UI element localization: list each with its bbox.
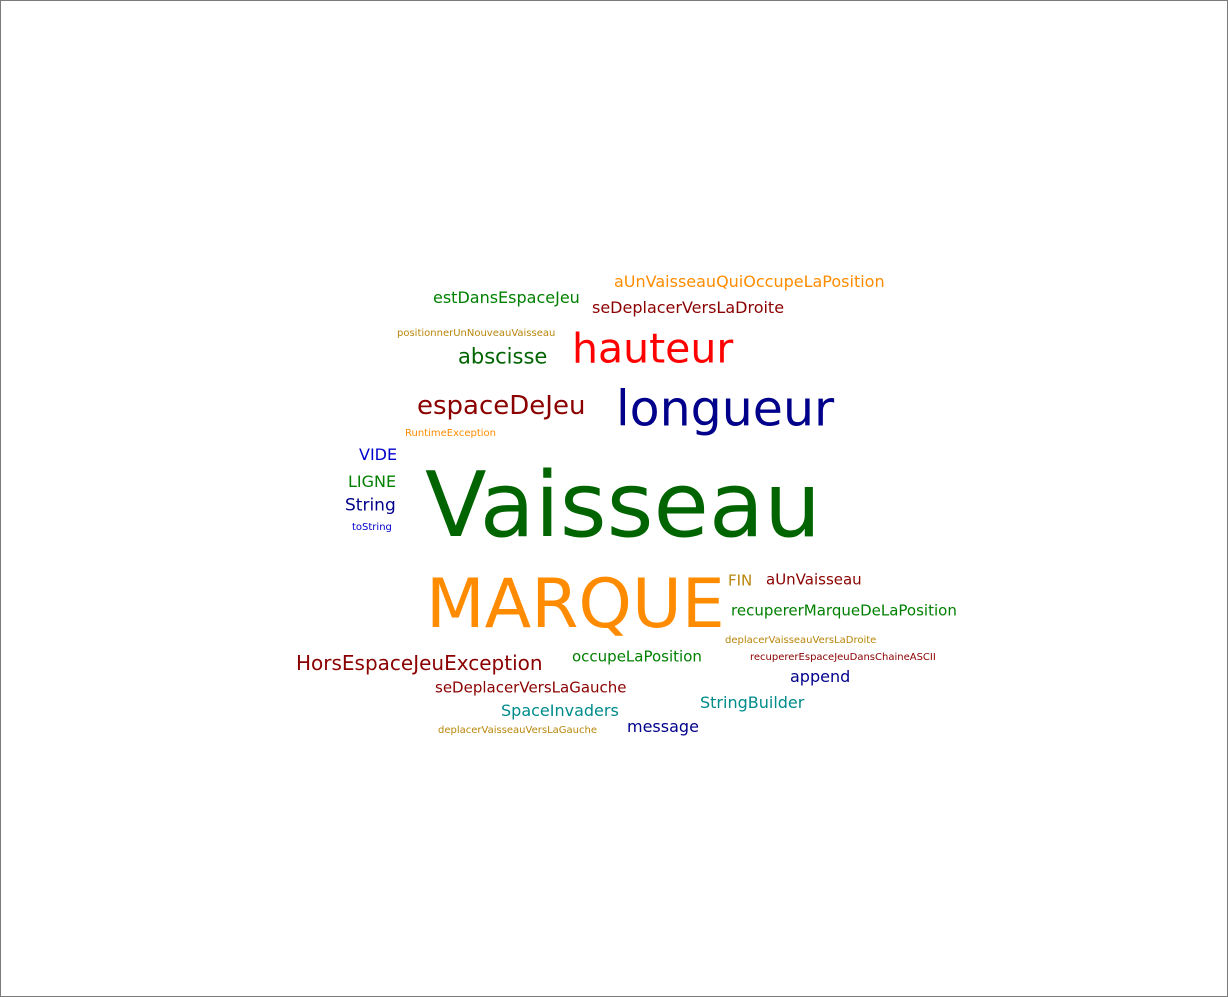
word-sedeplacerverslagauche: seDeplacerVersLaGauche <box>435 678 627 697</box>
word-string: String <box>345 495 396 516</box>
word-tostring: toString <box>352 522 392 533</box>
word-horsespacejeuexception: HorsEspaceJeuException <box>296 651 543 675</box>
word-deplacervaisseauverslagauche: deplacerVaisseauVersLaGauche <box>438 725 597 736</box>
word-deplacervaisseauverslaDroite: deplacerVaisseauVersLaDroite <box>725 635 877 646</box>
word-fin: FIN <box>728 571 753 590</box>
word-recupererespacejeudanschaineascii: recupererEspaceJeuDansChaineASCII <box>750 652 936 663</box>
word-estdansespacejeu: estDansEspaceJeu <box>433 288 580 307</box>
word-hauteur: hauteur <box>572 324 734 373</box>
word-aunvaisseauquioccupelaposition: aUnVaisseauQuiOccupeLaPosition <box>614 272 885 291</box>
word-abscisse: abscisse <box>458 344 548 369</box>
word-vaisseau: Vaisseau <box>425 453 822 558</box>
word-occupelaposition: occupeLaPosition <box>572 647 702 666</box>
word-marque: MARQUE <box>426 565 725 644</box>
word-longueur: longueur <box>616 380 835 438</box>
word-runtimeexception: RuntimeException <box>405 428 496 439</box>
word-append: append <box>790 667 851 686</box>
word-aunvaisseau: aUnVaisseau <box>766 570 862 589</box>
word-message: message <box>627 717 699 736</box>
word-vide: VIDE <box>359 445 398 464</box>
word-recuperermarquedelaposition: recupererMarqueDeLaPosition <box>731 601 957 620</box>
word-stringbuilder: StringBuilder <box>700 693 805 712</box>
word-espacedejeu: espaceDeJeu <box>417 391 586 421</box>
word-ligne: LIGNE <box>348 472 397 491</box>
word-positionnerunnouveauvaisseau: positionnerUnNouveauVaisseau <box>397 328 556 339</box>
word-sedeplacerverdladroite: seDeplacerVersLaDroite <box>592 298 785 317</box>
word-spaceinvaders: SpaceInvaders <box>501 701 619 720</box>
